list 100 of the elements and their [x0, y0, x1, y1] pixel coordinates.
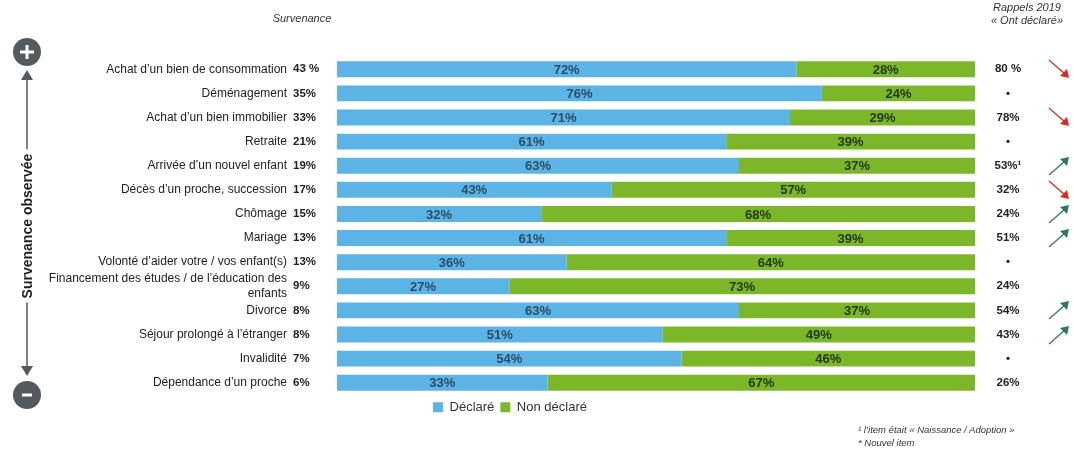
- bar: [337, 230, 727, 247]
- data-label: 37%: [843, 302, 871, 318]
- data-label: 71%: [550, 110, 577, 126]
- bar: [337, 254, 567, 271]
- data-label: 54%: [496, 351, 523, 367]
- text: 9%: [293, 279, 310, 292]
- data-label: 51%: [486, 327, 514, 343]
- bar: [337, 278, 510, 295]
- text: 13%: [293, 255, 317, 268]
- text: •: [1005, 134, 1011, 147]
- bar: [662, 326, 975, 343]
- bar: [337, 157, 739, 174]
- text: 24%: [996, 207, 1020, 220]
- data-label: 67%: [748, 375, 775, 391]
- y-axis-title: Survenance observée: [19, 149, 35, 303]
- text: Rappels 2019: [993, 1, 1061, 14]
- data-label: 46%: [815, 351, 842, 367]
- text: 33%: [293, 110, 317, 123]
- data-label: 64%: [757, 254, 785, 270]
- bar: [337, 85, 822, 102]
- y-tick-label: Décès d’un proche, succession: [120, 182, 287, 197]
- y-tick-label: Séjour prolongé à l’étranger: [138, 326, 287, 341]
- text: ¹ l’item était « Naissance / Adoption »: [858, 423, 1015, 435]
- y-tick-label: Divorce: [246, 302, 288, 317]
- y-tick-label: Volonté d’aider votre / vos enfant(s): [98, 254, 287, 269]
- bar: [337, 350, 682, 367]
- data-label: 49%: [805, 327, 833, 343]
- text: 19%: [293, 158, 317, 171]
- legend-label: Non déclaré: [516, 398, 587, 414]
- text: 26%: [996, 375, 1020, 388]
- data-label: 57%: [780, 182, 807, 198]
- text: 43%: [996, 327, 1020, 340]
- text: •: [1005, 86, 1011, 99]
- data-label: 39%: [837, 134, 865, 150]
- text: Survenance: [272, 12, 332, 25]
- bar: [337, 181, 612, 198]
- y-tick-label: Retraite: [244, 133, 288, 148]
- text: 7%: [293, 351, 310, 364]
- data-label: 61%: [518, 134, 546, 150]
- text: 21%: [293, 134, 317, 147]
- text: 32%: [996, 183, 1020, 195]
- bar: [541, 205, 975, 222]
- text: •: [1005, 351, 1011, 364]
- data-label: 29%: [869, 110, 896, 126]
- bar: [337, 205, 542, 222]
- y-tick-label: Arrivée d’un nouvel enfant: [147, 158, 288, 173]
- bar: [509, 278, 975, 295]
- data-label: 76%: [566, 85, 593, 101]
- text: 8%: [293, 303, 310, 316]
- data-label: 63%: [524, 158, 552, 174]
- text: 15%: [293, 207, 317, 220]
- bar: [547, 374, 975, 391]
- text: 17%: [293, 183, 317, 195]
- text: 54%: [996, 303, 1020, 316]
- data-label: 37%: [843, 158, 871, 174]
- data-label: 27%: [410, 278, 437, 294]
- legend-label: Déclaré: [449, 398, 495, 414]
- bar: [337, 61, 797, 78]
- bar: [337, 109, 790, 126]
- text: « Ont déclaré»: [990, 14, 1064, 27]
- data-label: 33%: [429, 375, 456, 391]
- bar: [681, 350, 975, 367]
- data-label: 72%: [553, 61, 581, 77]
- data-label: 32%: [426, 206, 453, 222]
- data-label: 43%: [461, 182, 488, 198]
- data-label: 63%: [524, 302, 552, 318]
- text: 53%¹: [994, 158, 1022, 171]
- bar: [337, 302, 739, 319]
- text: 51%: [996, 231, 1020, 244]
- bar: [726, 230, 975, 247]
- data-label: 24%: [885, 85, 912, 101]
- bar: [337, 374, 548, 391]
- y-tick-label: Invalidité: [239, 350, 288, 365]
- text: 13%: [293, 231, 317, 244]
- text: 78%: [996, 110, 1020, 123]
- data-label: 61%: [518, 230, 546, 246]
- text: 80 %: [994, 62, 1022, 75]
- text: * Nouvel item: [858, 436, 915, 448]
- bar: [337, 133, 727, 150]
- text: 35%: [293, 86, 317, 99]
- y-tick-label: Achat d’un bien de consommation: [106, 61, 287, 76]
- bar: [796, 61, 975, 78]
- y-tick-label: Achat d’un bien immobilier: [146, 109, 287, 124]
- bar: [611, 181, 975, 198]
- text: 8%: [293, 327, 310, 340]
- y-tick-label: Mariage: [243, 230, 288, 245]
- y-tick-label: Déménagement: [201, 85, 288, 100]
- data-label: 68%: [745, 206, 772, 222]
- bar: [738, 157, 975, 174]
- data-label: 73%: [729, 278, 756, 294]
- bar: [337, 326, 663, 343]
- bar: [821, 85, 975, 102]
- y-tick-label: Dépendance d’un proche: [152, 375, 288, 390]
- text: •: [1005, 255, 1011, 268]
- text: 43 %: [293, 62, 320, 75]
- y-tick-label: Chômage: [234, 206, 288, 221]
- bar: [738, 302, 975, 319]
- text: 6%: [293, 375, 310, 388]
- data-label: 28%: [872, 61, 900, 77]
- data-label: 36%: [438, 254, 466, 270]
